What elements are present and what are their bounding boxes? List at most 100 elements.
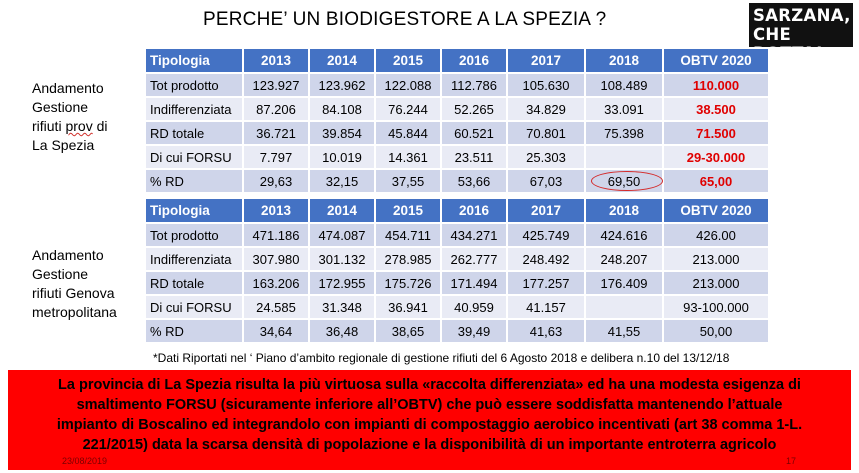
header-cell: 2016	[442, 49, 506, 72]
header-cell: 2015	[376, 49, 440, 72]
table-cell: 53,66	[442, 170, 506, 192]
table-cell: 213.000	[664, 248, 768, 270]
banner-line: 221/2015) data la scarsa densità di popo…	[82, 437, 777, 453]
table-row: Tot prodotto 123.927 123.962 122.088 112…	[146, 74, 768, 96]
table-row: RD totale 36.721 39.854 45.844 60.521 70…	[146, 122, 768, 144]
table-cell	[586, 296, 662, 318]
table-cell: 307.980	[244, 248, 308, 270]
table-cell: 40.959	[442, 296, 506, 318]
row-label: Indifferenziata	[146, 98, 242, 120]
table-cell: 278.985	[376, 248, 440, 270]
table-cell: 172.955	[310, 272, 374, 294]
table-cell: 213.000	[664, 272, 768, 294]
banner-line: impianto di Boscalino ed integrandolo co…	[56, 417, 803, 433]
target-cell: 71.500	[664, 122, 768, 144]
label-line: metropolitana	[32, 304, 117, 320]
label-text: di	[92, 118, 108, 134]
table-cell: 123.927	[244, 74, 308, 96]
header-cell: 2016	[442, 199, 506, 222]
header-cell: OBTV 2020	[664, 49, 768, 72]
table-cell: 176.409	[586, 272, 662, 294]
table-cell: 175.726	[376, 272, 440, 294]
table-cell: 84.108	[310, 98, 374, 120]
row-label: Indifferenziata	[146, 248, 242, 270]
table-row: Tot prodotto 471.186 474.087 454.711 434…	[146, 224, 768, 246]
table-cell: 33.091	[586, 98, 662, 120]
table-cell: 34.829	[508, 98, 584, 120]
banner-line: La provincia di La Spezia risulta la più…	[58, 377, 801, 393]
label-text: rifiuti	[32, 118, 66, 134]
table-cell: 171.494	[442, 272, 506, 294]
table-row: Indifferenziata 87.206 84.108 76.244 52.…	[146, 98, 768, 120]
table-header-row: Tipologia 2013 2014 2015 2016 2017 2018 …	[146, 199, 768, 222]
label-line: rifiuti prov di	[32, 117, 107, 136]
table-cell: 76.244	[376, 98, 440, 120]
row-label: Di cui FORSU	[146, 146, 242, 168]
source-note: *Dati Riportati nel ‘ Piano d’ambito reg…	[153, 351, 730, 365]
target-cell: 29-30.000	[664, 146, 768, 168]
label-line: Andamento	[32, 247, 104, 263]
highlighted-cell: 69,50	[586, 170, 663, 192]
table-cell: 434.271	[442, 224, 506, 246]
target-cell: 38.500	[664, 98, 768, 120]
row-label: % RD	[146, 320, 242, 342]
table-cell: 471.186	[244, 224, 308, 246]
table-cell: 45.844	[376, 122, 440, 144]
table-cell: 177.257	[508, 272, 584, 294]
table-row: Di cui FORSU 24.585 31.348 36.941 40.959…	[146, 296, 768, 318]
table-cell: 29,63	[244, 170, 308, 192]
header-cell: 2017	[508, 49, 584, 72]
label-line: Gestione	[32, 99, 89, 115]
table-cell: 122.088	[376, 74, 440, 96]
table-cell: 454.711	[376, 224, 440, 246]
spellcheck-word: prov	[65, 118, 93, 134]
table-cell: 10.019	[310, 146, 374, 168]
table-cell: 87.206	[244, 98, 308, 120]
logo-line-1: SARZANA,	[753, 6, 851, 25]
label-line: Gestione	[32, 266, 89, 282]
highlight-ellipse	[591, 171, 663, 191]
table-cell: 7.797	[244, 146, 308, 168]
row-label: Tot prodotto	[146, 224, 242, 246]
footer-page-number: 17	[786, 456, 797, 466]
table-cell: 23.511	[442, 146, 506, 168]
row-label: RD totale	[146, 122, 242, 144]
table-cell: 108.489	[586, 74, 662, 96]
table-cell: 41,55	[586, 320, 662, 342]
header-cell: Tipologia	[146, 49, 242, 72]
table-cell: 38,65	[376, 320, 440, 342]
table-cell: 474.087	[310, 224, 374, 246]
label-line: Andamento	[32, 80, 104, 96]
table-row: Indifferenziata 307.980 301.132 278.985 …	[146, 248, 768, 270]
table-cell: 50,00	[664, 320, 768, 342]
header-cell: OBTV 2020	[664, 199, 768, 222]
table-cell: 36.941	[376, 296, 440, 318]
table-cell: 75.398	[586, 122, 662, 144]
row-label: Tot prodotto	[146, 74, 242, 96]
table-cell: 112.786	[442, 74, 506, 96]
table-cell: 41.157	[508, 296, 584, 318]
table-cell: 426.00	[664, 224, 768, 246]
target-cell: 110.000	[664, 74, 768, 96]
conclusion-banner: La provincia di La Spezia risulta la più…	[8, 370, 851, 470]
table-genova: Tipologia 2013 2014 2015 2016 2017 2018 …	[144, 197, 770, 344]
table-la-spezia: Tipologia 2013 2014 2015 2016 2017 2018 …	[144, 47, 770, 194]
header-cell: 2017	[508, 199, 584, 222]
table-row: % RD 34,64 36,48 38,65 39,49 41,63 41,55…	[146, 320, 768, 342]
logo-line-2: CHE BOTTA!	[753, 25, 824, 63]
section-label-genova: Andamento Gestione rifiuti Genova metrop…	[32, 246, 117, 322]
table-cell: 67,03	[508, 170, 584, 192]
row-label: RD totale	[146, 272, 242, 294]
label-line: rifiuti Genova	[32, 285, 115, 301]
section-label-la-spezia: Andamento Gestione rifiuti prov di La Sp…	[32, 79, 107, 155]
table-row: RD totale 163.206 172.955 175.726 171.49…	[146, 272, 768, 294]
table-cell: 24.585	[244, 296, 308, 318]
table-cell: 31.348	[310, 296, 374, 318]
label-line: La Spezia	[32, 137, 95, 153]
table-cell	[586, 146, 662, 168]
table-cell: 25.303	[508, 146, 584, 168]
header-cell: 2013	[244, 199, 308, 222]
table-cell: 70.801	[508, 122, 584, 144]
sarzana-logo: SARZANA, CHE BOTTA!	[749, 3, 853, 63]
table-cell: 37,55	[376, 170, 440, 192]
